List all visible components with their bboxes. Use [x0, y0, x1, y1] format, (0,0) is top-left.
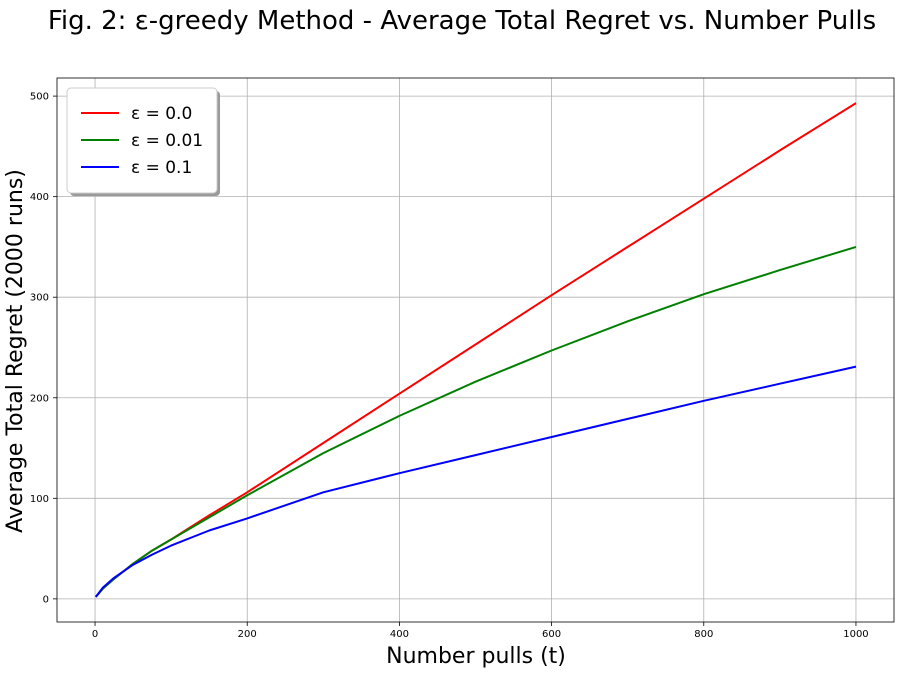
legend-label-1: ε = 0.01: [131, 131, 203, 151]
axis-ticks: 0 200 400 600 800 1000 0 100 200 300 400 500: [30, 92, 869, 640]
x-tick-label: 400: [390, 629, 409, 640]
y-tick-label: 500: [30, 92, 49, 103]
x-tick-label: 200: [238, 629, 257, 640]
y-tick-label: 200: [30, 393, 49, 404]
series-line-2: [95, 365, 857, 598]
legend: ε = 0.0 ε = 0.01 ε = 0.1: [66, 87, 220, 196]
y-tick-label: 400: [30, 192, 49, 203]
legend-label-0: ε = 0.0: [131, 104, 192, 124]
x-axis-label: Number pulls (t): [386, 644, 566, 669]
plot-frame: [56, 77, 895, 623]
x-tick-label: 800: [694, 629, 713, 640]
x-tick-label: 0: [92, 629, 98, 640]
y-tick-label: 0: [43, 594, 49, 605]
series-line-1: [95, 245, 857, 598]
y-tick-label: 300: [30, 293, 49, 304]
y-tick-label: 100: [30, 494, 49, 505]
x-tick-label: 1000: [843, 629, 868, 640]
series-lines: [95, 102, 857, 598]
x-tick-label: 600: [542, 629, 561, 640]
chart-title: Fig. 2: ε-greedy Method - Average Total …: [48, 6, 876, 36]
legend-label-2: ε = 0.1: [131, 158, 192, 178]
y-axis-label: Average Total Regret (2000 runs): [3, 169, 28, 533]
